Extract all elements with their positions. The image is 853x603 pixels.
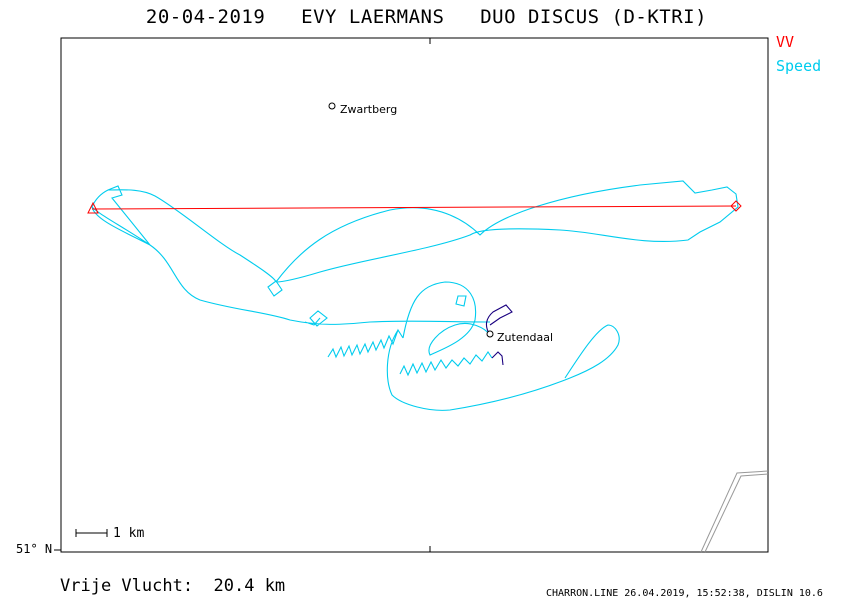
distance-label: Vrije Vlucht: 20.4 km: [60, 576, 286, 596]
start-triangle: [87, 201, 99, 214]
flight-trace-end: [485, 304, 513, 366]
zutendaal-marker: [486, 330, 494, 338]
border-line: [704, 473, 769, 553]
finish-diamond: [730, 200, 742, 212]
border-line: [700, 470, 769, 553]
vv-line: [91, 205, 737, 210]
map-frame: [60, 37, 769, 553]
legend-vv: VV: [776, 33, 795, 51]
place-label-zutendaal: Zutendaal: [497, 331, 554, 344]
zwartberg-marker: [328, 102, 336, 110]
flight-trace-speed: [91, 180, 739, 411]
footer-label: CHARRON.LINE 26.04.2019, 15:52:38, DISLI…: [546, 588, 823, 599]
scale-bar: [75, 529, 108, 537]
scale-label: 1 km: [113, 526, 145, 541]
map-title: 20-04-2019 EVY LAERMANS DUO DISCUS (D-KT…: [145, 6, 708, 28]
latitude-label: 51° N: [16, 542, 53, 556]
legend-speed: Speed: [776, 57, 822, 75]
place-label-zwartberg: Zwartberg: [340, 103, 398, 116]
